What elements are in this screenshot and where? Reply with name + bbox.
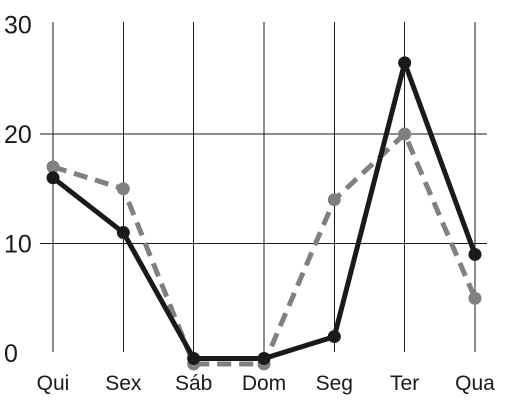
y-tick-label: 10 (4, 231, 32, 259)
data-point (327, 193, 341, 207)
data-point (187, 351, 201, 365)
x-tick-label: Dom (242, 372, 286, 395)
data-point (116, 226, 130, 240)
y-tick-label: 30 (4, 12, 32, 40)
x-tick-label: Sáb (175, 372, 212, 395)
x-tick-label: Ter (390, 372, 419, 395)
data-point (327, 330, 341, 344)
y-tick-label: 0 (4, 340, 18, 368)
data-point (468, 247, 482, 261)
grid (40, 22, 487, 352)
x-tick-label: Seg (316, 372, 353, 395)
series-solid (46, 56, 482, 365)
data-point (398, 56, 412, 70)
series-layer (46, 56, 482, 371)
y-tick-label: 20 (4, 121, 32, 149)
data-point (116, 182, 130, 196)
x-axis-ticks: Qui Sex Sáb Dom Seg Ter Qua (37, 372, 495, 395)
x-tick-label: Sex (105, 372, 142, 395)
data-point (257, 351, 271, 365)
data-point (468, 291, 482, 305)
data-point (46, 171, 60, 185)
x-tick-label: Qui (37, 372, 70, 395)
data-point (46, 160, 60, 174)
data-point (398, 127, 412, 141)
x-tick-label: Qua (455, 372, 495, 395)
y-axis-ticks: 0 10 20 30 (4, 12, 32, 369)
